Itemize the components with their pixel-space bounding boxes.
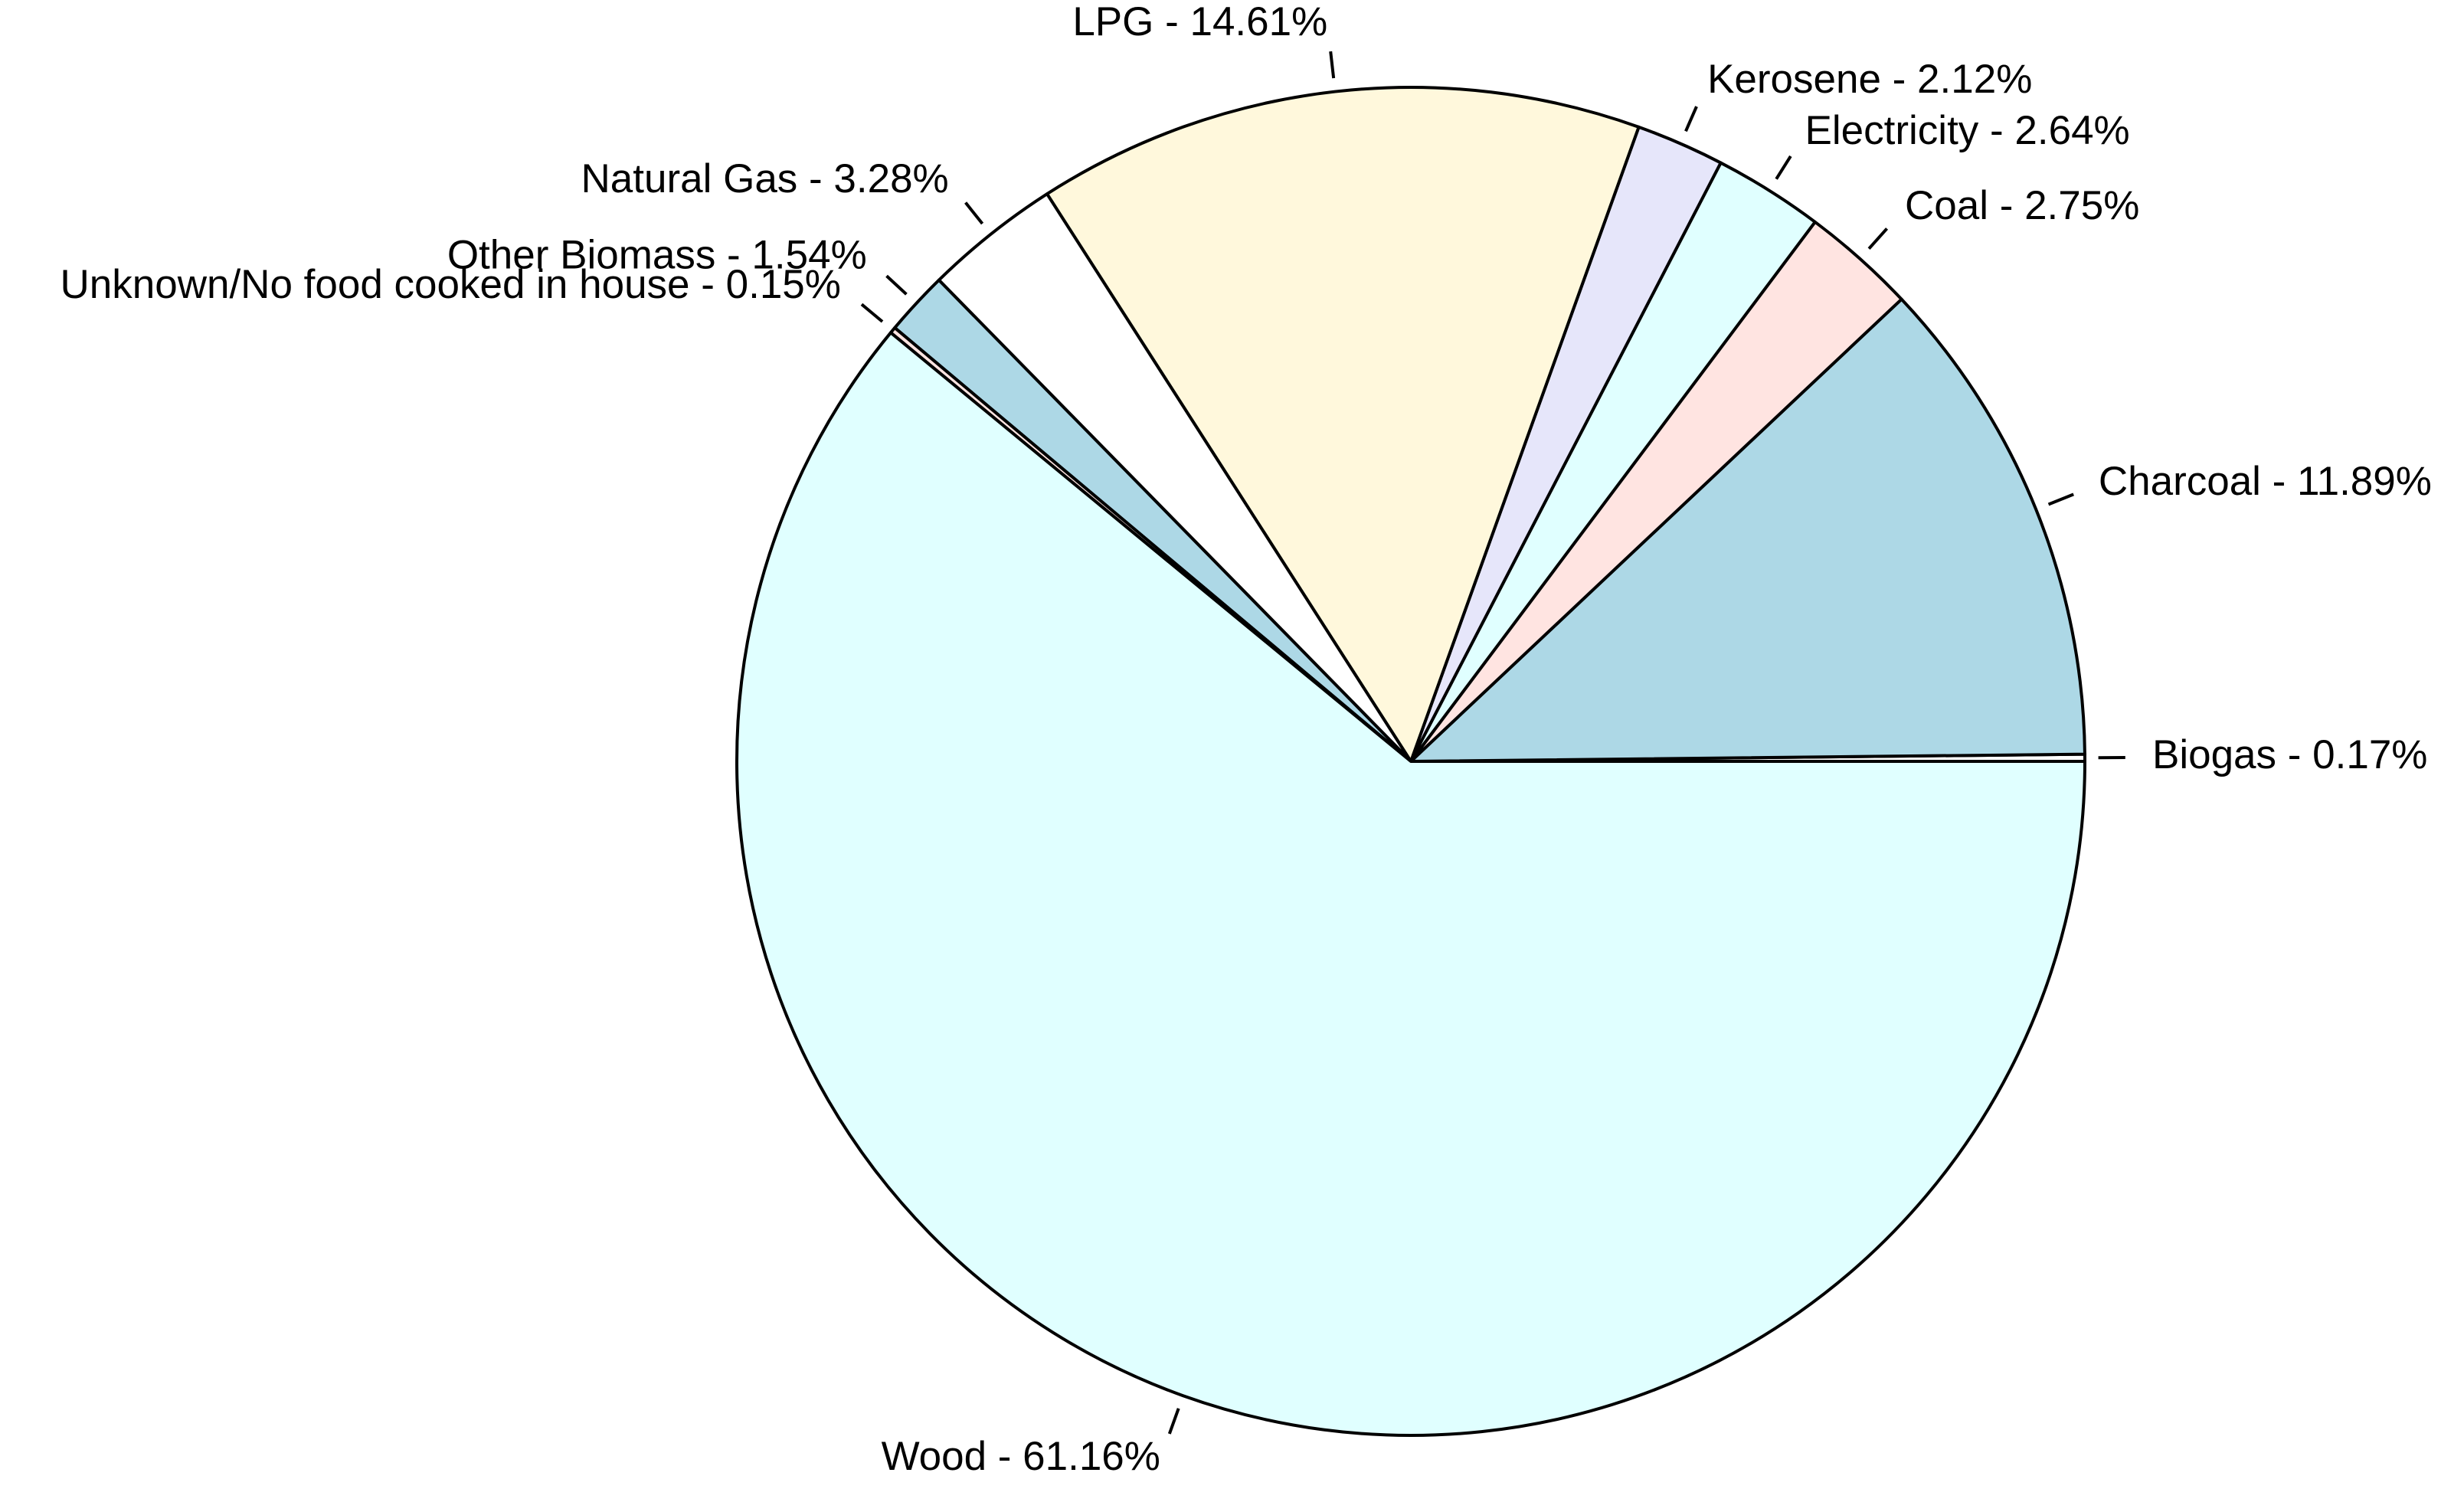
leader-line-natural-gas xyxy=(964,201,984,225)
slice-label-coal: Coal - 2.75% xyxy=(1905,183,2139,228)
slice-label-unknown-no-food-cooked-in-house: Unknown/No food cooked in house - 0.15% xyxy=(60,262,840,307)
leader-line-kerosene xyxy=(1684,106,1698,133)
leader-line-charcoal xyxy=(2047,493,2074,506)
leader-line-coal xyxy=(1867,227,1889,250)
leader-line-lpg xyxy=(1329,51,1336,79)
slice-label-charcoal: Charcoal - 11.89% xyxy=(2099,459,2432,504)
slice-label-wood: Wood - 61.16% xyxy=(882,1434,1160,1479)
labels-layer: Biogas - 0.17% Charcoal - 11.89% Coal - 2.… xyxy=(60,0,2431,1479)
pie-slice-wood xyxy=(735,331,2086,1437)
slice-label-kerosene: Kerosene - 2.12% xyxy=(1707,57,2032,102)
leader-line-wood xyxy=(1167,1408,1180,1435)
slice-label-biogas: Biogas - 0.17% xyxy=(2152,732,2427,777)
pie-slice-charcoal xyxy=(1409,297,2086,763)
slices-layer xyxy=(735,86,2086,1437)
leader-line-other-biomass xyxy=(885,274,908,296)
pie-slice-lpg xyxy=(1045,86,1641,763)
slice-label-electricity: Electricity - 2.64% xyxy=(1805,108,2130,153)
slice-label-lpg: LPG - 14.61% xyxy=(1072,0,1327,44)
leader-line-unknown-no-food-cooked-in-house xyxy=(860,303,884,323)
leader-line-electricity xyxy=(1775,155,1792,180)
slice-label-natural-gas: Natural Gas - 3.28% xyxy=(581,156,949,201)
slice-label-other-biomass: Other Biomass - 1.54% xyxy=(447,232,867,277)
leaders-layer xyxy=(860,51,2125,1435)
